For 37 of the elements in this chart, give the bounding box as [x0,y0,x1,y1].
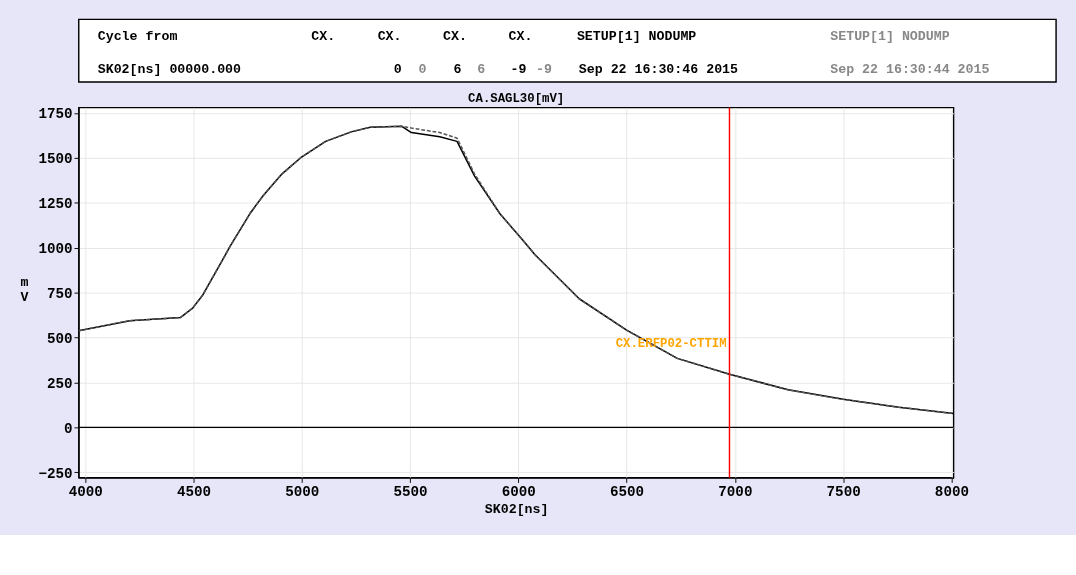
x-axis-title: SK02[ns] [484,502,549,518]
x-tick-label: 6500 [610,484,645,501]
y-tick-label: 750 [46,285,73,302]
text: Cycle from [97,29,178,45]
y-axis-title: mV [20,274,29,305]
x-tick-label: 6000 [501,484,536,501]
text: CX. [443,29,468,45]
text: SETUP[1] NODUMP [830,29,950,45]
y-tick-label: 1250 [38,196,73,213]
y-tick-label: 1000 [38,240,73,257]
text: -9 [510,61,527,77]
y-tick-label: 250 [46,375,73,392]
y-tick-label: −250 [38,465,73,482]
text: -9 [536,61,553,77]
x-tick-label: 5000 [285,484,320,501]
text: 6 [477,61,486,77]
text: Sep 22 16:30:46 2015 [578,61,739,77]
text: CX. [377,29,402,45]
text: CX. [508,29,533,45]
x-tick-label: 4500 [176,484,212,501]
y-tick-label: 1500 [38,151,73,168]
text: 0 [418,61,427,77]
text: 6 [453,61,462,77]
y-tick-label: 1750 [38,106,73,123]
text: 0 [393,61,402,77]
x-tick-label: 7500 [826,484,861,501]
y-tick-label: 0 [64,420,73,437]
text: CX. [311,29,336,45]
x-tick-label: 7000 [718,484,753,501]
text: Sep 22 16:30:44 2015 [830,61,990,77]
chart-title: CA.SAGL30[mV] [468,91,565,106]
x-tick-label: 8000 [934,484,969,501]
x-tick-label: 4000 [68,484,103,501]
text: SK02[ns] 00000.000 [97,61,242,77]
x-tick-label: 5500 [393,484,428,501]
text: SETUP[1] NODUMP [576,29,697,45]
y-tick-label: 500 [46,330,73,347]
